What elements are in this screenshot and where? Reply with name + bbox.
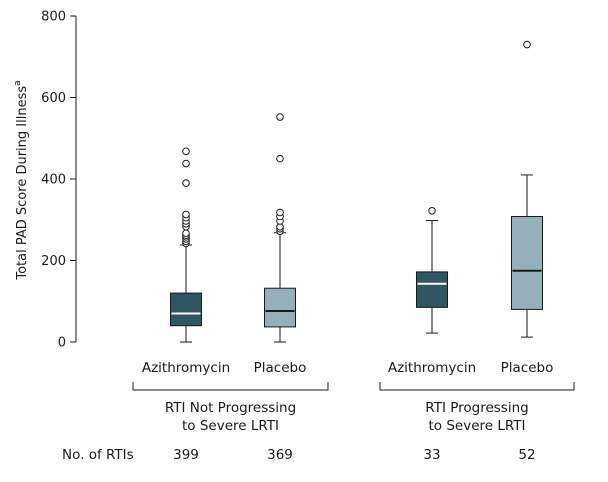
rti-count: 52 <box>518 447 535 463</box>
rti-count: 33 <box>423 447 440 463</box>
outlier-point <box>523 40 531 49</box>
box-placebo-group1 <box>511 40 543 338</box>
category-label: Azithromycin <box>142 360 230 376</box>
outlier-point <box>182 159 190 168</box>
y-axis-label: Total PAD Score During Illnessa <box>13 80 30 280</box>
category-label: Azithromycin <box>388 360 476 376</box>
iqr-box <box>511 215 543 310</box>
group-label-line1: RTI Not Progressing <box>165 400 296 416</box>
rti-count: 369 <box>267 447 293 463</box>
group-brackets: RTI Not Progressing to Severe LRTI RTI Pro… <box>132 382 575 434</box>
y-axis: 0 200 400 600 800 <box>41 10 77 351</box>
y-tick-label: 600 <box>41 91 66 106</box>
iqr-box <box>416 271 448 308</box>
outlier-point <box>182 229 190 237</box>
outlier-point <box>182 210 190 219</box>
outlier-point <box>276 154 284 163</box>
y-tick-label: 400 <box>41 173 66 188</box>
outlier-point <box>182 179 190 187</box>
iqr-box <box>170 292 202 327</box>
group-label-line2: to Severe LRTI <box>182 418 279 434</box>
iqr-box <box>264 287 296 328</box>
box-placebo-group0 <box>264 113 296 343</box>
category-label: Placebo <box>501 360 554 376</box>
group-label-line2: to Severe LRTI <box>428 418 525 434</box>
rti-count: 399 <box>173 447 199 463</box>
outlier-point <box>182 147 190 156</box>
outlier-point <box>428 206 436 215</box>
category-labels: Azithromycin Placebo Azithromycin Placebo <box>142 360 554 376</box>
count-header: No. of RTIs <box>62 447 134 463</box>
category-label: Placebo <box>254 360 307 376</box>
y-tick-label: 0 <box>58 336 66 351</box>
box-azithromycin-group0 <box>170 147 202 343</box>
box-azithromycin-group1 <box>416 206 448 334</box>
y-tick-label: 200 <box>41 254 66 269</box>
group-bracket <box>132 382 329 391</box>
counts: 399 369 33 52 <box>173 447 535 463</box>
boxes <box>170 40 543 343</box>
outlier-point <box>276 113 284 121</box>
group-label-line1: RTI Progressing <box>425 400 528 416</box>
outlier-point <box>276 208 284 217</box>
y-tick-label: 800 <box>41 10 66 25</box>
group-bracket <box>379 382 575 391</box>
